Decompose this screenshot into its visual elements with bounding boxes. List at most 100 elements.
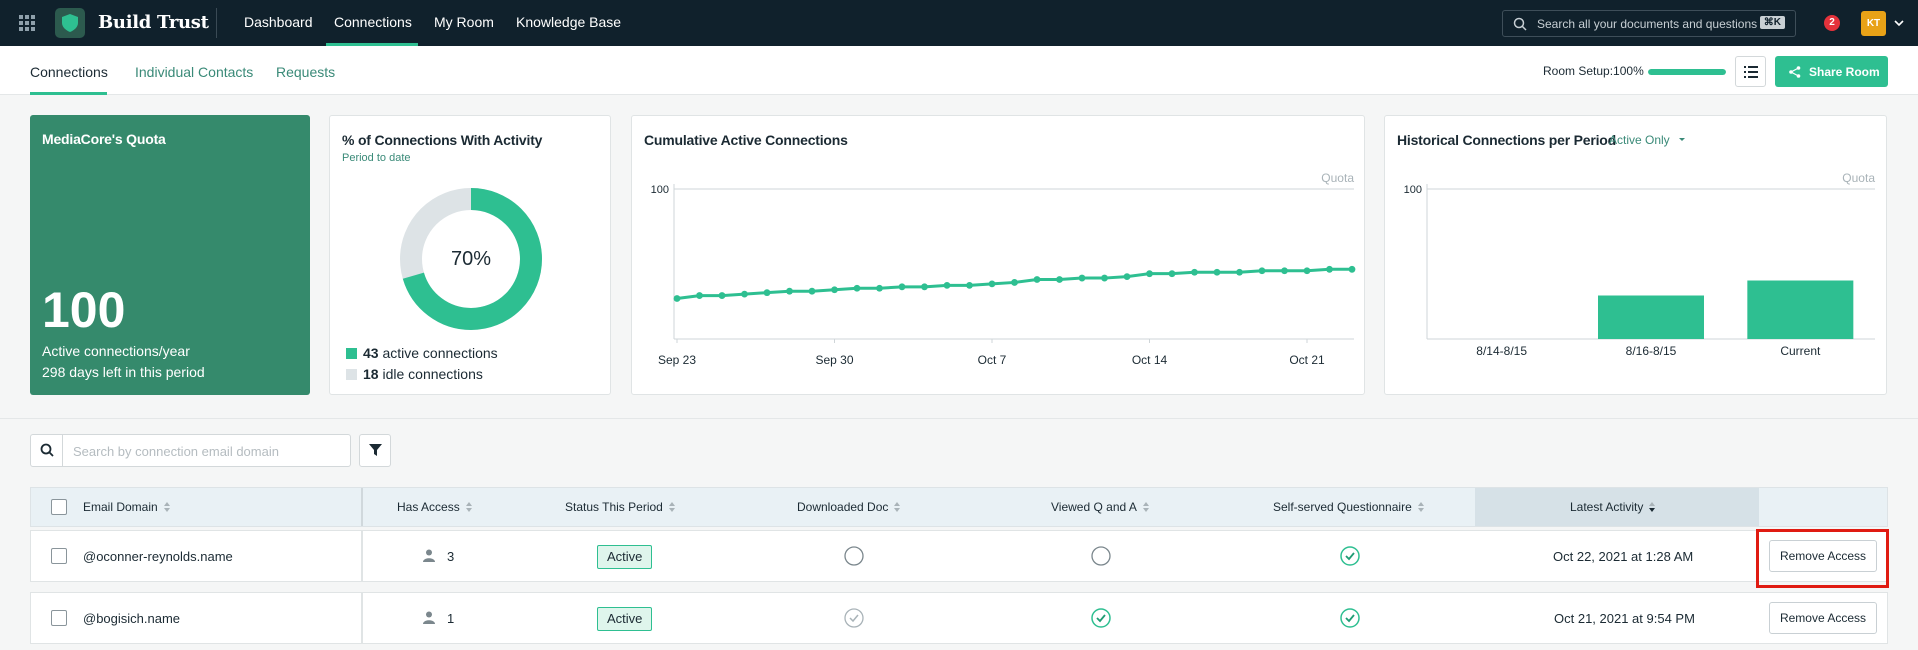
list-icon [1744, 66, 1758, 78]
legend-active-swatch [346, 348, 357, 359]
sort-icon [1417, 502, 1424, 512]
tab-active-indicator [30, 92, 107, 95]
col-latest-activity-label: Latest Activity [1570, 500, 1644, 514]
legend-idle-swatch [346, 369, 357, 380]
search-shortcut: ⌘K [1759, 16, 1785, 29]
remove-access-button[interactable]: Remove Access [1769, 540, 1877, 572]
brand-name[interactable]: Build Trust [98, 12, 209, 33]
col-email-domain[interactable]: Email Domain [83, 500, 170, 514]
grid-icon[interactable] [17, 13, 37, 33]
access-count: 3 [447, 549, 455, 564]
domain-search-placeholder: Search by connection email domain [73, 444, 279, 459]
line-point [1258, 267, 1266, 275]
row-checkbox[interactable] [51, 548, 67, 564]
line-point [966, 281, 973, 289]
tab-connections[interactable]: Connections [30, 64, 108, 80]
checklist-button[interactable] [1735, 56, 1766, 87]
x-tick-label: Oct 21 [1289, 353, 1325, 367]
connections-table-area: Search by connection email domain Email … [0, 418, 1918, 650]
legend-active: 43 active connections [346, 345, 498, 361]
quota-unit: Active connections/year [42, 343, 190, 359]
col-viewed-qa-label: Viewed Q and A [1051, 500, 1137, 514]
check-circle-icon [1091, 608, 1111, 628]
empty-circle-icon [1091, 546, 1111, 566]
table-row[interactable]: @bogisich.name 1 Active Oct 21, 2021 at … [30, 592, 1888, 644]
line-point [898, 283, 906, 291]
line-point [786, 287, 793, 295]
historical-bar-chart: Quota 100 8/14-8/15 8/16-8/15 Current [1404, 171, 1876, 358]
period-filter-dropdown[interactable]: Active Only [1609, 133, 1687, 147]
line-point [1236, 268, 1243, 276]
highlight-box [1756, 529, 1889, 588]
nav-dashboard[interactable]: Dashboard [244, 14, 313, 30]
email-domain: @oconner-reynolds.name [83, 549, 233, 564]
activity-donut-chart [400, 188, 542, 330]
quota-label: Quota [1842, 171, 1875, 185]
latest-activity: Oct 22, 2021 at 1:28 AM [1553, 549, 1694, 564]
tab-requests[interactable]: Requests [276, 64, 336, 80]
bar [1598, 295, 1704, 339]
select-all-checkbox[interactable] [51, 499, 67, 515]
line-point [763, 289, 771, 297]
activity-card: % of Connections With Activity Period to… [329, 115, 611, 395]
chevron-down-icon[interactable] [1893, 17, 1905, 29]
col-questionnaire-label: Self-served Questionnaire [1273, 500, 1412, 514]
sort-desc-icon [1649, 502, 1656, 512]
active-count: 43 [363, 345, 379, 361]
line-point [1281, 267, 1288, 275]
table-row[interactable]: @oconner-reynolds.name 3 Active Oct 22, … [30, 530, 1888, 582]
line-point [1101, 274, 1108, 282]
domain-search-input[interactable]: Search by connection email domain [30, 434, 351, 467]
col-downloaded-doc[interactable]: Downloaded Doc [797, 500, 901, 514]
col-email-domain-label: Email Domain [83, 500, 158, 514]
status-badge: Active [597, 607, 653, 631]
col-status[interactable]: Status This Period [565, 500, 675, 514]
filter-button[interactable] [359, 434, 391, 467]
access-count: 1 [447, 611, 455, 626]
line-point [718, 292, 726, 299]
line-point [741, 290, 748, 298]
col-has-access[interactable]: Has Access [397, 500, 472, 514]
sub-navbar: Connections Individual Contacts Requests… [0, 46, 1918, 95]
bar [1747, 280, 1854, 339]
line-point [921, 283, 928, 291]
share-room-button[interactable]: Share Room [1775, 56, 1888, 87]
line-point [696, 292, 703, 299]
line-point [876, 284, 883, 292]
sort-icon [163, 502, 170, 512]
notification-badge[interactable]: 2 [1824, 15, 1840, 31]
nav-my-room[interactable]: My Room [434, 14, 494, 30]
line-point [1146, 270, 1153, 278]
activity-title: % of Connections With Activity [342, 132, 543, 148]
col-latest-activity[interactable]: Latest Activity [1570, 500, 1656, 514]
line-point [1168, 270, 1176, 278]
line-point [1056, 276, 1063, 283]
global-search-input[interactable]: Search all your documents and questions … [1502, 10, 1796, 37]
historical-title: Historical Connections per Period [1397, 132, 1616, 148]
search-icon [40, 443, 54, 457]
room-setup-progress-fill [1648, 69, 1726, 75]
nav-connections[interactable]: Connections [334, 14, 412, 30]
quota-title: MediaCore's Quota [42, 131, 166, 147]
col-viewed-qa[interactable]: Viewed Q and A [1051, 500, 1149, 514]
top-navbar: Build Trust Dashboard Connections My Roo… [0, 0, 1918, 46]
sort-icon [465, 502, 472, 512]
avatar[interactable]: KT [1861, 11, 1886, 36]
donut-active-slice [400, 188, 542, 330]
share-room-label: Share Room [1809, 65, 1880, 79]
sort-icon [668, 502, 675, 512]
header-divider [361, 488, 363, 526]
line-point [1011, 279, 1018, 286]
tab-individual-contacts[interactable]: Individual Contacts [135, 64, 254, 80]
shield-logo-icon[interactable] [55, 8, 85, 38]
status-badge: Active [597, 545, 653, 569]
row-checkbox[interactable] [51, 610, 67, 626]
remove-access-button[interactable]: Remove Access [1769, 602, 1877, 634]
quota-days-left: 298 days left in this period [42, 364, 205, 380]
nav-knowledge-base[interactable]: Knowledge Base [516, 14, 622, 30]
sort-icon [1142, 502, 1149, 512]
col-questionnaire[interactable]: Self-served Questionnaire [1273, 500, 1424, 514]
line-point [943, 281, 951, 289]
y-tick-label: 100 [651, 184, 669, 196]
historical-card: Historical Connections per Period Active… [1384, 115, 1887, 395]
